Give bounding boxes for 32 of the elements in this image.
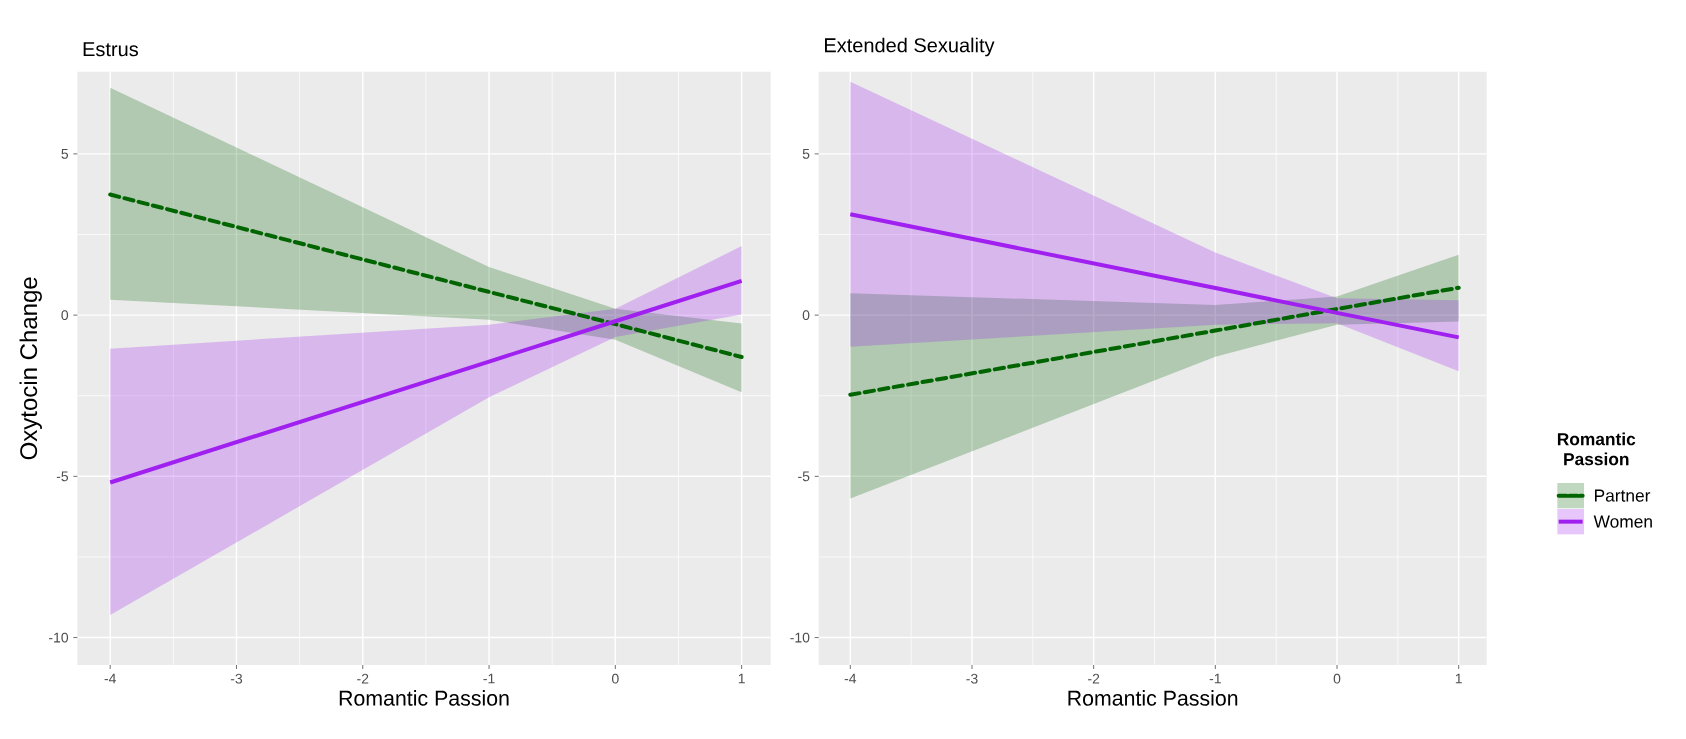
x-tick-label: 0 <box>1333 673 1341 684</box>
x-tick-label: 1 <box>1455 673 1462 684</box>
line-series <box>108 192 744 360</box>
x-tick-label: -1 <box>1209 673 1221 684</box>
x-tick-label: 0 <box>611 673 619 684</box>
line-series <box>108 278 744 485</box>
x-tick-label: -3 <box>230 673 243 684</box>
y-tick-label: -5 <box>56 471 69 482</box>
x-tick-label: 1 <box>738 673 745 684</box>
x-tick-label: -2 <box>1088 673 1100 684</box>
y-tick-label: 0 <box>802 310 810 321</box>
chart-title: Extended Sexuality <box>825 37 995 57</box>
y-axis-title: Oxytocin Change <box>19 277 42 460</box>
y-tick-label: 0 <box>61 310 69 321</box>
legend-label: Women <box>1593 515 1652 528</box>
y-tick-label: -10 <box>790 632 810 643</box>
legend-label: Partner <box>1595 489 1651 502</box>
y-tick-label: -5 <box>798 471 810 482</box>
x-tick-label: -3 <box>966 673 978 684</box>
x-tick-label: -1 <box>483 673 495 684</box>
y-tick-label: 5 <box>802 149 810 159</box>
line-series <box>848 285 1461 397</box>
legend-title: Romantic Passion <box>1557 432 1636 466</box>
x-axis-title: Romantic Passion <box>339 690 509 706</box>
line-series <box>848 212 1461 340</box>
y-tick-label: 5 <box>61 149 69 159</box>
x-tick-label: -4 <box>104 673 116 684</box>
x-axis-title: Romantic Passion <box>1068 690 1238 706</box>
chart-title: Estrus <box>83 42 138 57</box>
x-tick-label: -4 <box>844 673 857 684</box>
x-tick-label: -2 <box>357 673 369 684</box>
y-tick-label: -10 <box>49 632 69 643</box>
